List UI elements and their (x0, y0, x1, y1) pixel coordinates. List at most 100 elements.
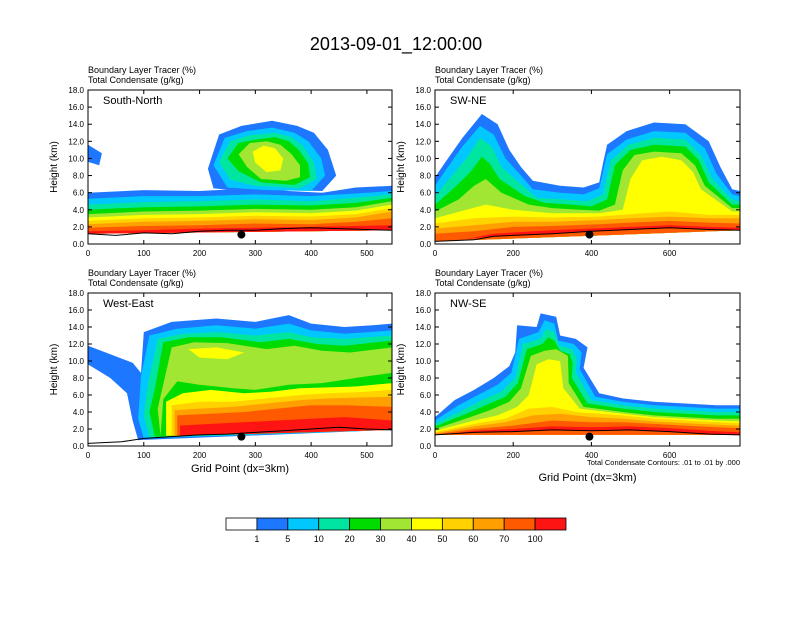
y-tick-label: 8.0 (73, 374, 85, 383)
contour-band-level-10 (88, 225, 392, 234)
y-tick-label: 12.0 (68, 340, 84, 349)
colorbar-label: 10 (314, 534, 324, 544)
y-tick-label: 10.0 (415, 154, 431, 163)
y-tick-label: 0.0 (420, 442, 432, 451)
x-tick-label: 0 (86, 249, 91, 258)
panel-subtitle-line: Total Condensate (g/kg) (435, 75, 531, 85)
contour-band-level-5 (157, 342, 392, 436)
terrain-line (435, 429, 740, 436)
y-tick-label: 8.0 (420, 374, 432, 383)
y-tick-label: 8.0 (73, 172, 85, 181)
colorbar-label: 5 (285, 534, 290, 544)
y-axis-title: Height (km) (396, 141, 407, 193)
colorbar-swatch (503, 517, 536, 531)
x-tick-label: 400 (585, 451, 599, 460)
x-tick-label: 200 (193, 249, 207, 258)
x-tick-label: 100 (137, 451, 151, 460)
x-tick-label: 500 (360, 249, 374, 258)
colorbar-swatch (472, 517, 505, 531)
plot-frame (87, 89, 393, 245)
panel-label: South-North (103, 95, 162, 107)
y-tick-label: 2.0 (420, 425, 432, 434)
x-tick-label: 300 (249, 249, 263, 258)
colorbar-swatch (411, 517, 443, 531)
y-tick-label: 4.0 (73, 408, 85, 417)
panel-label: West-East (103, 298, 154, 310)
x-axis-title: Grid Point (dx=3km) (191, 463, 289, 475)
location-marker (237, 230, 246, 239)
x-tick-label: 400 (304, 249, 318, 258)
y-tick-label: 2.0 (420, 223, 432, 232)
chart-panel-1: Boundary Layer Tracer (%)Total Condensat… (49, 65, 393, 258)
y-tick-label: 4.0 (73, 206, 85, 215)
contour-band-level-10 (466, 225, 740, 239)
y-tick-label: 16.0 (415, 103, 431, 112)
panel-subtitle-line: Total Condensate (g/kg) (88, 75, 184, 85)
panel-label: NW-SE (450, 298, 486, 310)
x-tick-label: 0 (433, 249, 438, 258)
colorbar-swatch (534, 517, 567, 531)
y-tick-label: 0.0 (73, 240, 85, 249)
x-tick-label: 600 (663, 451, 677, 460)
y-tick-label: 18.0 (415, 289, 431, 298)
y-tick-label: 6.0 (420, 189, 432, 198)
chart-panel-2: Boundary Layer Tracer (%)Total Condensat… (396, 65, 741, 258)
x-tick-label: 0 (86, 451, 91, 460)
colorbar-swatch (441, 517, 474, 531)
y-tick-label: 12.0 (68, 137, 84, 146)
contour-band-level-6 (435, 359, 740, 435)
y-tick-label: 12.0 (415, 340, 431, 349)
contour-band-level-10 (454, 426, 740, 435)
panel-label: SW-NE (450, 95, 486, 107)
colorbar: 1 5 10 20 30 40 50 60 70 100 (225, 517, 567, 544)
y-tick-label: 14.0 (415, 120, 431, 129)
panel-subtitle-line: Boundary Layer Tracer (%) (88, 65, 196, 75)
y-tick-label: 14.0 (68, 323, 84, 332)
panel-subtitle-line: Boundary Layer Tracer (%) (435, 65, 543, 75)
colorbar-label: 60 (468, 534, 478, 544)
y-tick-label: 18.0 (415, 86, 431, 95)
colorbar-label: 1 (254, 534, 259, 544)
page-title: 2013-09-01_12:00:00 (310, 34, 482, 55)
y-tick-label: 2.0 (73, 425, 85, 434)
chart-panel-4: Boundary Layer Tracer (%) Total Condensat… (396, 268, 741, 484)
contour-fills (435, 313, 740, 436)
y-tick-label: 14.0 (415, 323, 431, 332)
terrain-line (435, 227, 740, 242)
colorbar-swatch (380, 517, 412, 531)
colorbar-label: 100 (528, 534, 543, 544)
x-tick-label: 0 (433, 451, 438, 460)
colorbar-label: 30 (376, 534, 386, 544)
y-tick-label: 16.0 (415, 306, 431, 315)
x-tick-label: 200 (507, 451, 521, 460)
y-tick-label: 16.0 (68, 103, 84, 112)
contour-band-level-1 (88, 144, 102, 166)
colorbar-swatch (225, 517, 258, 531)
y-tick-label: 10.0 (68, 154, 84, 163)
x-tick-label: 400 (304, 451, 318, 460)
y-tick-label: 2.0 (73, 223, 85, 232)
terrain-line (88, 227, 392, 236)
x-axis-title: Grid Point (dx=3km) (538, 472, 636, 484)
y-tick-label: 6.0 (73, 391, 85, 400)
panel-subtitle-line: Boundary Layer Tracer (%) (88, 268, 196, 278)
colorbar-label: 40 (406, 534, 416, 544)
y-tick-label: 16.0 (68, 306, 84, 315)
y-tick-label: 14.0 (68, 120, 84, 129)
colorbar-label: 70 (499, 534, 509, 544)
panel-subtitle-line: Boundary Layer Tracer (%) (435, 268, 543, 278)
panel-footnote: Total Condensate Contours: .01 to .01 by… (587, 458, 740, 467)
x-tick-label: 600 (663, 249, 677, 258)
x-tick-label: 500 (360, 451, 374, 460)
y-tick-label: 8.0 (420, 172, 432, 181)
x-tick-label: 100 (137, 249, 151, 258)
y-tick-label: 12.0 (415, 137, 431, 146)
y-tick-label: 6.0 (73, 189, 85, 198)
x-tick-label: 300 (249, 451, 263, 460)
location-marker (585, 230, 594, 239)
colorbar-label: 50 (437, 534, 447, 544)
x-tick-label: 400 (585, 249, 599, 258)
plot-frame (434, 292, 741, 447)
